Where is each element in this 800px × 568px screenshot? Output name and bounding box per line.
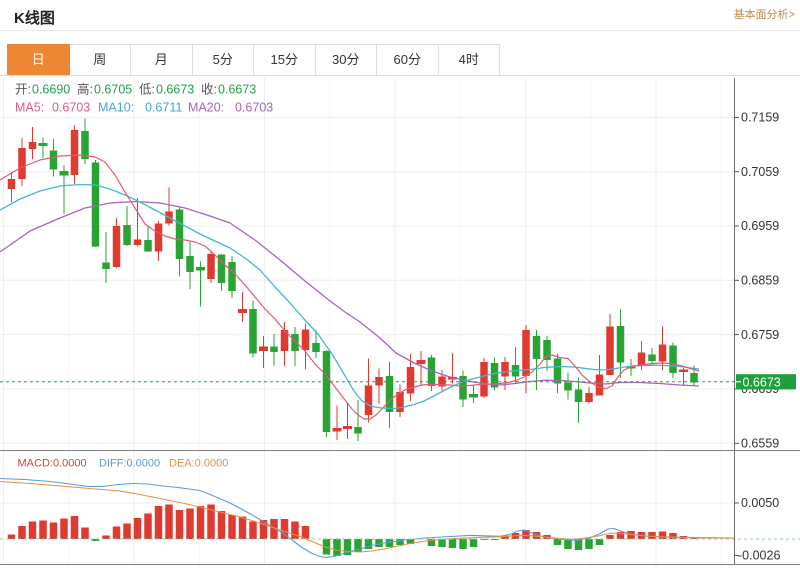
svg-text:MA20:: MA20: <box>188 101 224 115</box>
svg-text:0.6859: 0.6859 <box>741 274 779 288</box>
svg-text:MA10:: MA10: <box>98 101 134 115</box>
svg-text:开:: 开: <box>15 83 31 97</box>
svg-text:0.6673: 0.6673 <box>218 83 256 97</box>
svg-text:0.6711: 0.6711 <box>145 101 182 115</box>
svg-text:0.6673: 0.6673 <box>156 83 194 97</box>
svg-text:0.6703: 0.6703 <box>52 101 90 115</box>
svg-text:0.6559: 0.6559 <box>741 437 779 451</box>
svg-text:0.0050: 0.0050 <box>741 496 779 510</box>
svg-text:0.6705: 0.6705 <box>94 83 132 97</box>
svg-text:0.6759: 0.6759 <box>741 328 779 342</box>
svg-text:0.6690: 0.6690 <box>32 83 70 97</box>
svg-text:低:: 低: <box>139 83 155 97</box>
svg-text:MA5:: MA5: <box>15 101 44 115</box>
svg-text:高:: 高: <box>77 82 93 97</box>
svg-text:DIFF:0.0000: DIFF:0.0000 <box>99 458 160 470</box>
svg-text:0.7159: 0.7159 <box>741 111 779 125</box>
svg-text:-0.0026: -0.0026 <box>738 549 780 563</box>
svg-text:0.7059: 0.7059 <box>741 165 779 179</box>
svg-text:0.6673: 0.6673 <box>743 376 781 390</box>
svg-text:MACD:0.0000: MACD:0.0000 <box>18 458 87 470</box>
svg-text:0.6703: 0.6703 <box>235 101 273 115</box>
svg-text:0.6959: 0.6959 <box>741 219 779 233</box>
svg-text:收:: 收: <box>201 83 217 97</box>
svg-text:DEA:0.0000: DEA:0.0000 <box>169 458 228 470</box>
